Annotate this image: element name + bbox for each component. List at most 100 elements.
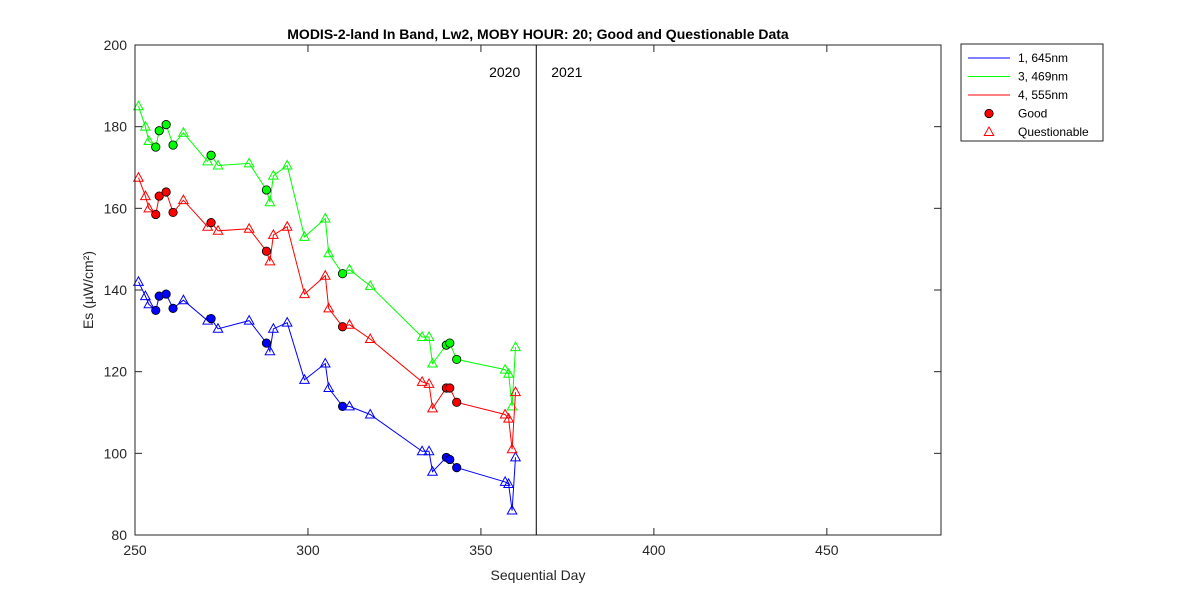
questionable-point: [506, 443, 518, 454]
questionable-point: [267, 228, 279, 239]
y-tick-label: 80: [111, 527, 127, 543]
questionable-point: [364, 332, 376, 343]
chart-title: MODIS-2-land In Band, Lw2, MOBY HOUR: 20…: [287, 26, 789, 42]
questionable-point: [426, 402, 439, 413]
questionable-point: [281, 220, 293, 231]
good-point: [261, 185, 272, 195]
questionable-point: [319, 269, 331, 280]
questionable-point: [143, 134, 155, 145]
good-point: [206, 150, 216, 160]
questionable-point: [499, 363, 511, 374]
good-point: [168, 207, 178, 218]
good-point: [452, 463, 462, 473]
legend-label: Questionable: [1018, 125, 1089, 139]
questionable-point: [343, 318, 356, 329]
questionable-point: [243, 157, 255, 168]
questionable-point: [264, 345, 276, 356]
legend-label: 1, 645nm: [1018, 51, 1068, 65]
questionable-point: [343, 400, 356, 411]
questionable-point: [139, 120, 151, 131]
questionable-point: [298, 373, 311, 384]
questionable-point: [423, 377, 435, 388]
year-label-right: 2021: [551, 64, 582, 80]
questionable-point: [343, 263, 356, 274]
questionable-point: [502, 477, 515, 488]
questionable-point: [132, 100, 145, 111]
good-point: [261, 246, 272, 256]
questionable-point: [281, 316, 293, 327]
questionable-point: [426, 465, 439, 476]
good-point: [151, 142, 161, 152]
questionable-point: [509, 451, 522, 462]
good-point: [154, 126, 164, 136]
questionable-point: [264, 196, 276, 207]
x-axis-label: Sequential Day: [491, 567, 586, 583]
questionable-point: [139, 190, 151, 201]
y-tick-label: 120: [104, 364, 128, 380]
good-point: [168, 303, 178, 313]
questionable-point: [323, 247, 335, 258]
questionable-point: [298, 288, 311, 299]
questionable-point: [143, 298, 155, 309]
good-point: [445, 454, 455, 465]
questionable-point: [423, 330, 435, 341]
questionable-point: [281, 159, 293, 170]
questionable-point: [267, 169, 279, 180]
questionable-point: [212, 224, 224, 235]
good-point: [161, 187, 171, 197]
questionable-point: [499, 408, 511, 419]
questionable-point: [177, 294, 190, 305]
questionable-point: [364, 408, 376, 419]
legend: 1, 645nm 3, 469nm 4, 555nm Good Questionable: [960, 43, 1104, 142]
good-point: [337, 269, 348, 279]
questionable-point: [506, 504, 518, 515]
good-point: [161, 289, 171, 299]
x-tick-label: 300: [296, 542, 320, 558]
good-point: [452, 397, 462, 407]
good-point: [445, 383, 455, 393]
questionable-point: [202, 155, 214, 166]
questionable-point: [416, 330, 428, 341]
good-point: [261, 338, 272, 348]
good-point: [151, 209, 161, 220]
questionable-point: [132, 171, 145, 182]
y-axis-label: Es (µW/cm²): [80, 251, 96, 329]
legend-good-marker: [984, 108, 994, 119]
questionable-point: [502, 412, 515, 423]
questionable-point: [509, 386, 522, 397]
y-tick-label: 140: [104, 282, 128, 298]
year-label-left: 2020: [489, 64, 520, 80]
good-point: [337, 322, 348, 332]
legend-questionable-marker: [983, 125, 995, 136]
questionable-point: [177, 194, 190, 205]
questionable-point: [323, 302, 335, 313]
questionable-point: [423, 445, 435, 456]
questionable-point: [212, 322, 224, 333]
y-tick-label: 100: [104, 445, 128, 461]
x-tick-label: 400: [642, 542, 666, 558]
questionable-point: [139, 290, 151, 301]
good-point: [206, 313, 216, 324]
x-tick-label: 450: [815, 542, 839, 558]
x-tick-label: 350: [469, 542, 493, 558]
good-point: [154, 191, 164, 201]
questionable-point: [267, 322, 279, 333]
y-tick-label: 160: [104, 200, 128, 216]
chart-marks: [132, 100, 522, 515]
questionable-point: [426, 357, 439, 368]
good-point: [168, 140, 178, 150]
questionable-point: [243, 314, 255, 325]
legend-label: 3, 469nm: [1018, 70, 1068, 84]
legend-label: 4, 555nm: [1018, 88, 1068, 102]
questionable-point: [502, 367, 515, 378]
questionable-point: [319, 357, 331, 368]
legend-label: Good: [1018, 107, 1047, 121]
good-point: [206, 218, 216, 228]
good-point: [452, 354, 462, 365]
questionable-point: [132, 275, 145, 286]
good-point: [161, 120, 171, 130]
x-tick-label: 250: [123, 542, 147, 558]
plot-background: [135, 45, 941, 535]
axes: 250 300 350 400 450 80 100 120 140 160 180 200: [104, 37, 941, 558]
good-point: [445, 338, 455, 348]
